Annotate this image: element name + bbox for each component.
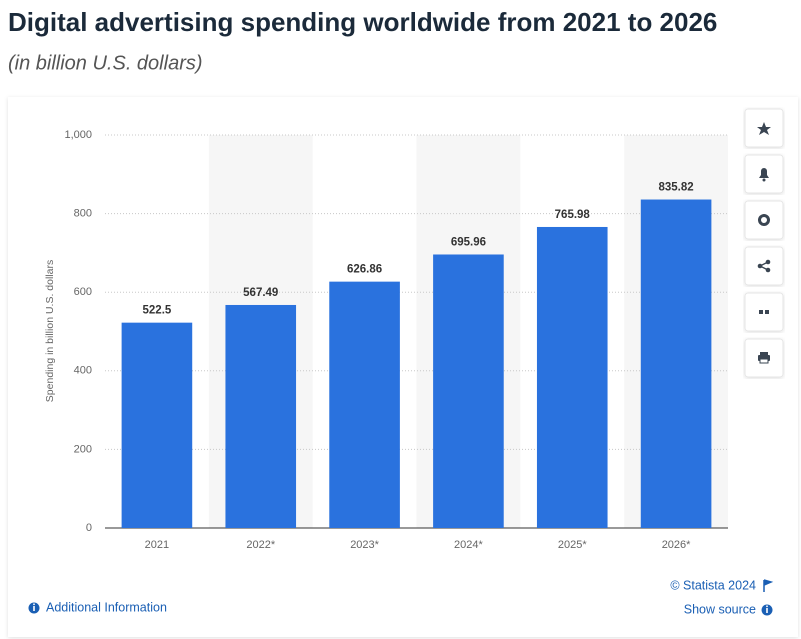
value-label: 695.96 xyxy=(451,237,486,249)
value-label: 835.82 xyxy=(658,182,693,194)
y-axis-label: Spending in billion U.S. dollars xyxy=(44,260,56,402)
y-tick-label: 200 xyxy=(74,443,92,455)
bar xyxy=(536,226,608,529)
bar xyxy=(121,322,193,528)
y-tick-label: 800 xyxy=(74,208,92,220)
value-label: 626.86 xyxy=(347,264,382,276)
additional-information-link[interactable]: Additional Information xyxy=(46,600,167,614)
share-button[interactable] xyxy=(744,246,784,286)
y-tick-label: 600 xyxy=(74,286,92,298)
show-source-link[interactable]: Show source xyxy=(684,602,756,616)
x-tick-label: 2022* xyxy=(246,539,275,551)
y-tick-label: 400 xyxy=(74,365,92,377)
credit-text[interactable]: © Statista 2024 xyxy=(670,578,756,592)
toolbar xyxy=(744,108,784,378)
chart-subtitle: (in billion U.S. dollars) xyxy=(8,52,203,74)
x-tick-label: 2023* xyxy=(350,539,379,551)
cite-button[interactable] xyxy=(744,292,784,332)
plot: 0 200 400 600 800 1,000 2021 522.5 2022* 567.49 20… xyxy=(64,129,728,551)
bar xyxy=(329,281,400,528)
value-label: 567.49 xyxy=(243,287,278,299)
show-source[interactable]: Show source xyxy=(684,602,773,616)
y-tick-label: 1,000 xyxy=(64,129,92,141)
y-tick-label: 0 xyxy=(86,522,92,534)
value-label: 522.5 xyxy=(143,305,172,317)
print-button[interactable] xyxy=(744,338,784,378)
credit[interactable]: © Statista 2024 xyxy=(670,578,774,592)
settings-button[interactable] xyxy=(744,200,784,240)
x-tick-label: 2025* xyxy=(558,539,587,551)
notification-button[interactable] xyxy=(744,154,784,194)
favorite-button[interactable] xyxy=(744,108,784,148)
additional-information[interactable]: Additional Information xyxy=(28,600,167,614)
bar xyxy=(225,304,297,528)
bar xyxy=(433,254,504,528)
x-tick-label: 2024* xyxy=(454,539,483,551)
x-tick-label: 2021 xyxy=(145,539,169,551)
chart-title: Digital advertising spending worldwide f… xyxy=(8,7,717,37)
x-tick-label: 2026* xyxy=(662,539,691,551)
bar xyxy=(640,199,712,528)
value-label: 765.98 xyxy=(555,209,591,221)
